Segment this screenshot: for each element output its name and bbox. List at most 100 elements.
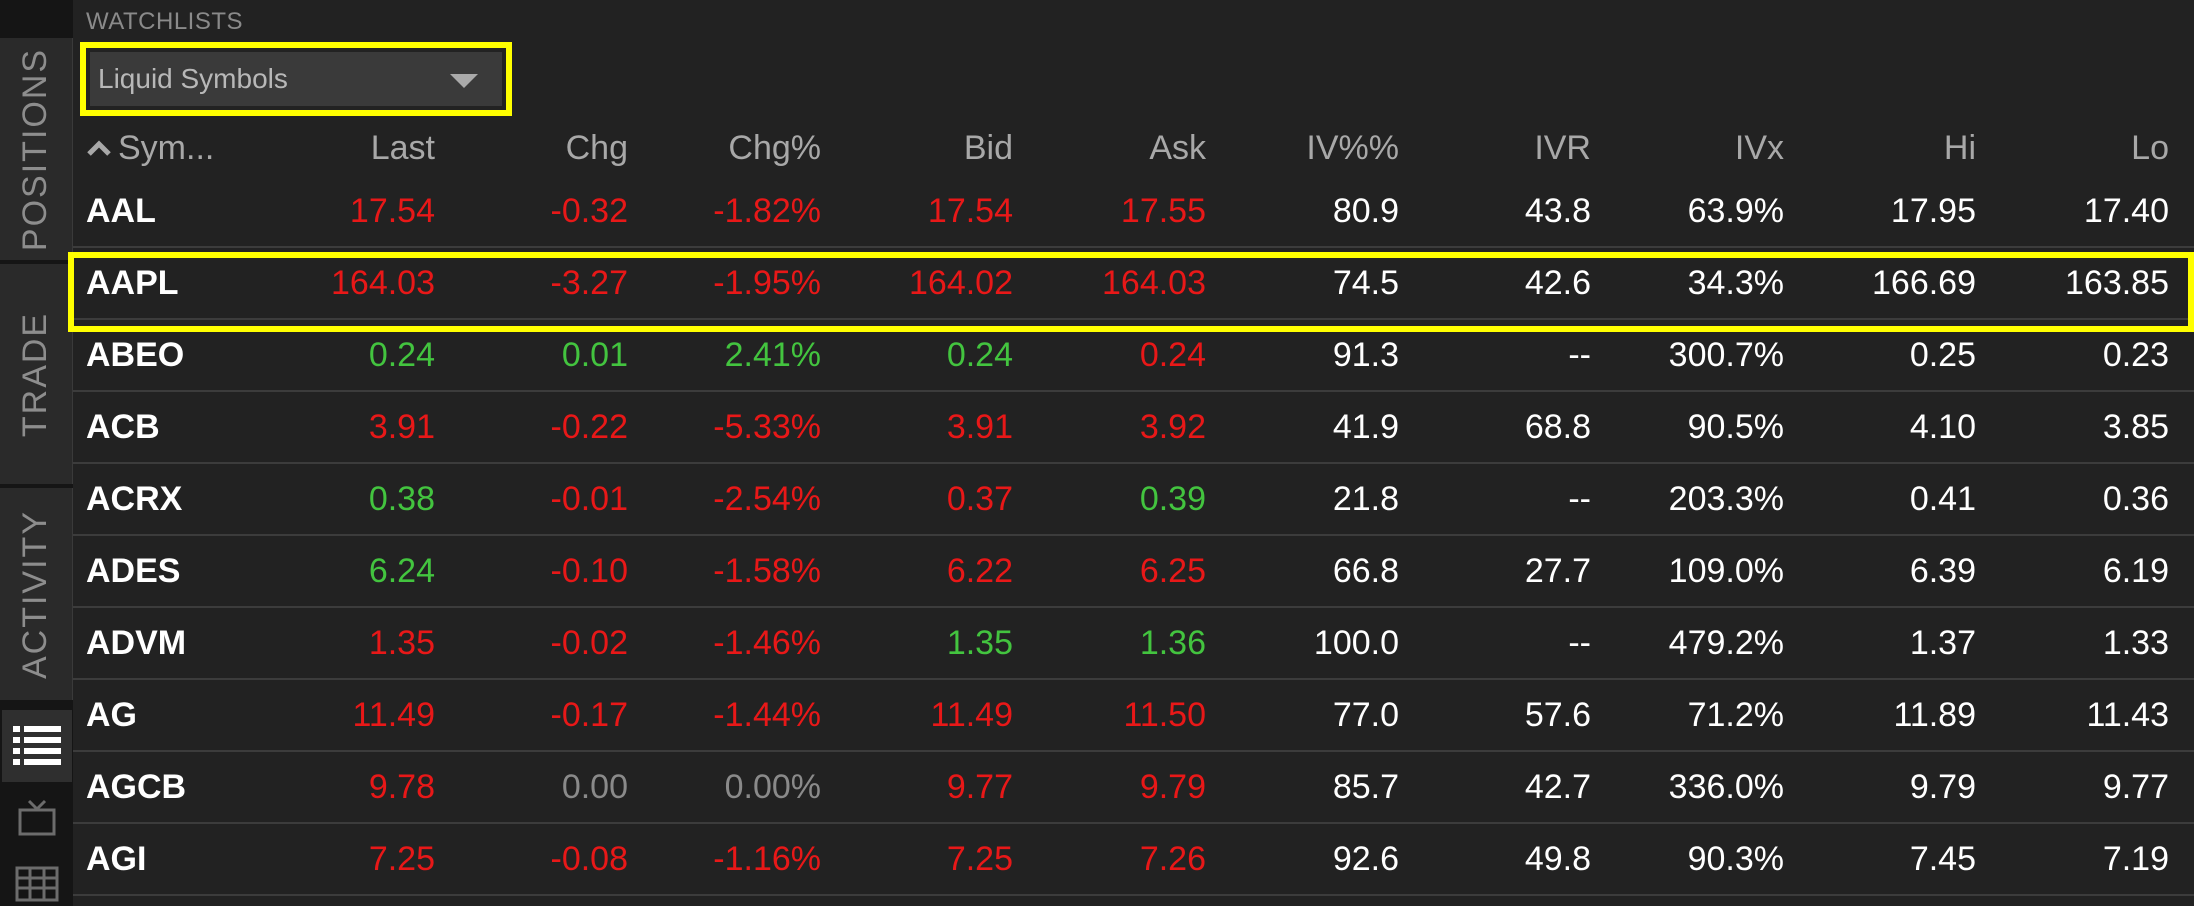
cell-chg: 0.01 bbox=[561, 335, 628, 374]
cell-hi: 166.69 bbox=[1872, 263, 1976, 302]
table-row[interactable]: AAPL 164.03 -3.27 -1.95% 164.02 164.03 74.5 42.… bbox=[73, 248, 2194, 320]
cell-symbol[interactable]: AG bbox=[86, 695, 137, 734]
table-row[interactable]: ACB 3.91 -0.22 -5.33% 3.91 3.92 41.9 68.8 90.5% 4… bbox=[73, 392, 2194, 464]
table-row[interactable]: AAL 17.54 -0.32 -1.82% 17.54 17.55 80.9 43.8 63.… bbox=[73, 176, 2194, 248]
sort-ascending-icon[interactable] bbox=[86, 135, 112, 161]
tab-activity-label: ACTIVITY bbox=[16, 509, 55, 679]
watchlist-selected-value: Liquid Symbols bbox=[98, 63, 288, 94]
cell-ivx: 90.5% bbox=[1687, 407, 1784, 446]
cell-ivx: 63.9% bbox=[1687, 191, 1784, 230]
table-row[interactable]: ADVM 1.35 -0.02 -1.46% 1.35 1.36 100.0 -- 479.2%… bbox=[73, 608, 2194, 680]
table-row[interactable]: ABEO 0.24 0.01 2.41% 0.24 0.24 91.3 -- 300.7% 0.2… bbox=[73, 320, 2194, 392]
cell-chg: 0.00 bbox=[561, 767, 628, 806]
watchlist-table: Sym... Last Chg Chg% Bid Ask IV%% IVR IV… bbox=[73, 120, 2194, 896]
watchlist-select[interactable]: Liquid Symbols bbox=[80, 42, 512, 116]
watchlist-select-field[interactable]: Liquid Symbols bbox=[90, 52, 502, 106]
cell-ivr: 42.7 bbox=[1524, 767, 1591, 806]
cell-ivr: -- bbox=[1568, 479, 1591, 518]
cell-chg-pct: -1.46% bbox=[713, 623, 821, 662]
cell-chg-pct: -1.95% bbox=[713, 263, 821, 302]
cell-bid: 7.25 bbox=[946, 839, 1013, 878]
cell-iv-pct: 41.9 bbox=[1332, 407, 1399, 446]
col-header-ask[interactable]: Ask bbox=[1149, 128, 1206, 167]
cell-ask: 0.39 bbox=[1139, 479, 1206, 518]
table-row[interactable]: AG 11.49 -0.17 -1.44% 11.49 11.50 77.0 57.6 71.2… bbox=[73, 680, 2194, 752]
cell-ivr: 49.8 bbox=[1524, 839, 1591, 878]
cell-symbol[interactable]: ACB bbox=[86, 407, 160, 446]
cell-iv-pct: 21.8 bbox=[1332, 479, 1399, 518]
cell-chg: -0.17 bbox=[550, 695, 629, 734]
cell-last: 11.49 bbox=[352, 695, 435, 734]
cell-bid: 11.49 bbox=[930, 695, 1013, 734]
tab-trade[interactable]: TRADE bbox=[0, 264, 73, 484]
cell-ivx: 203.3% bbox=[1668, 479, 1784, 518]
col-header-chg-pct[interactable]: Chg% bbox=[728, 128, 821, 167]
watchlist-icon-button[interactable] bbox=[2, 710, 72, 782]
cell-ask: 6.25 bbox=[1139, 551, 1206, 590]
cell-ask: 9.79 bbox=[1139, 767, 1206, 806]
cell-lo: 11.43 bbox=[2086, 695, 2169, 734]
cell-symbol[interactable]: AGCB bbox=[86, 767, 187, 806]
table-row[interactable]: ACRX 0.38 -0.01 -2.54% 0.37 0.39 21.8 -- 203.3% 0… bbox=[73, 464, 2194, 536]
col-header-bid[interactable]: Bid bbox=[963, 128, 1013, 167]
col-header-ivx[interactable]: IVx bbox=[1734, 128, 1784, 167]
cell-hi: 9.79 bbox=[1909, 767, 1976, 806]
cell-last: 9.78 bbox=[368, 767, 435, 806]
grid-icon-button[interactable] bbox=[2, 858, 72, 906]
col-header-lo[interactable]: Lo bbox=[2131, 128, 2169, 167]
table-row[interactable]: ADES 6.24 -0.10 -1.58% 6.22 6.25 66.8 27.7 109.0… bbox=[73, 536, 2194, 608]
side-tab-rail: POSITIONS TRADE ACTIVITY bbox=[0, 0, 73, 906]
cell-last: 17.54 bbox=[349, 191, 435, 230]
table-row[interactable]: AGI 7.25 -0.08 -1.16% 7.25 7.26 92.6 49.8 90.3% 7… bbox=[73, 824, 2194, 896]
cell-bid: 6.22 bbox=[946, 551, 1013, 590]
cell-hi: 0.41 bbox=[1909, 479, 1976, 518]
cell-hi: 1.37 bbox=[1909, 623, 1976, 662]
cell-ivr: 43.8 bbox=[1524, 191, 1591, 230]
col-header-hi[interactable]: Hi bbox=[1943, 128, 1976, 167]
cell-chg-pct: -1.16% bbox=[713, 839, 821, 878]
cell-chg: -0.01 bbox=[550, 479, 629, 518]
tab-positions[interactable]: POSITIONS bbox=[0, 38, 73, 260]
cell-symbol[interactable]: ADVM bbox=[86, 623, 187, 662]
cell-ask: 164.03 bbox=[1102, 263, 1206, 302]
cell-hi: 6.39 bbox=[1909, 551, 1976, 590]
cell-lo: 0.23 bbox=[2102, 335, 2169, 374]
chevron-down-icon[interactable] bbox=[450, 74, 478, 88]
cell-ask: 17.55 bbox=[1120, 191, 1206, 230]
cell-lo: 3.85 bbox=[2102, 407, 2169, 446]
cell-hi: 7.45 bbox=[1909, 839, 1976, 878]
cell-symbol[interactable]: ADES bbox=[86, 551, 181, 590]
cell-chg-pct: -2.54% bbox=[713, 479, 821, 518]
tv-icon-button[interactable] bbox=[2, 788, 72, 848]
cell-chg: -3.27 bbox=[550, 263, 629, 302]
cell-symbol[interactable]: AGI bbox=[86, 839, 147, 878]
cell-chg: -0.22 bbox=[550, 407, 629, 446]
cell-symbol[interactable]: AAL bbox=[86, 191, 156, 230]
cell-last: 1.35 bbox=[368, 623, 435, 662]
cell-ivr: -- bbox=[1568, 335, 1591, 374]
cell-ask: 11.50 bbox=[1123, 695, 1206, 734]
cell-last: 164.03 bbox=[331, 263, 435, 302]
col-header-last[interactable]: Last bbox=[370, 128, 435, 167]
cell-chg: -0.02 bbox=[550, 623, 629, 662]
cell-chg-pct: 0.00% bbox=[724, 767, 821, 806]
tab-activity[interactable]: ACTIVITY bbox=[0, 488, 73, 700]
col-header-ivr[interactable]: IVR bbox=[1534, 128, 1591, 167]
cell-last: 0.24 bbox=[368, 335, 435, 374]
cell-symbol[interactable]: ABEO bbox=[86, 335, 185, 374]
cell-ask: 7.26 bbox=[1139, 839, 1206, 878]
cell-chg-pct: -1.58% bbox=[713, 551, 821, 590]
table-row[interactable]: AGCB 9.78 0.00 0.00% 9.77 9.79 85.7 42.7 336.0% 9… bbox=[73, 752, 2194, 824]
cell-lo: 163.85 bbox=[2065, 263, 2169, 302]
cell-symbol[interactable]: AAPL bbox=[86, 263, 179, 302]
cell-iv-pct: 92.6 bbox=[1332, 839, 1399, 878]
cell-bid: 0.37 bbox=[946, 479, 1013, 518]
cell-bid: 164.02 bbox=[909, 263, 1013, 302]
col-header-iv-pct[interactable]: IV%% bbox=[1306, 128, 1399, 167]
cell-iv-pct: 80.9 bbox=[1332, 191, 1399, 230]
cell-symbol[interactable]: ACRX bbox=[86, 479, 183, 518]
col-header-chg[interactable]: Chg bbox=[565, 128, 628, 167]
cell-lo: 17.40 bbox=[2083, 191, 2169, 230]
col-header-symbol[interactable]: Sym... bbox=[73, 129, 263, 168]
watchlists-header: WATCHLISTS bbox=[86, 8, 244, 35]
